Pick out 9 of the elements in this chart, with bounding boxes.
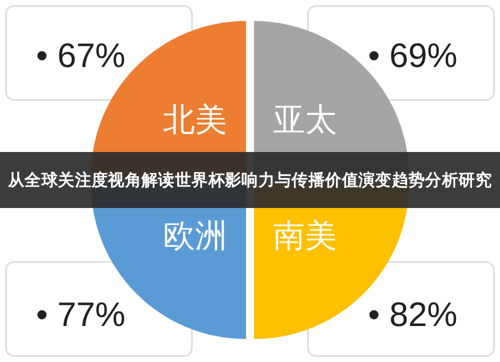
category-label: 北美: [163, 101, 227, 138]
text: 从全球关注度视角解读世界杯影响力与传播价值演变趋势分析研究: [7, 170, 500, 190]
data-label: • 82%: [368, 296, 458, 334]
category-label: 亚太: [273, 101, 337, 138]
data-label: • 69%: [368, 36, 458, 75]
category-label: 南美: [273, 217, 337, 254]
data-label: • 77%: [36, 296, 126, 334]
category-label: 欧洲: [163, 217, 227, 254]
data-label: • 67%: [36, 36, 126, 75]
